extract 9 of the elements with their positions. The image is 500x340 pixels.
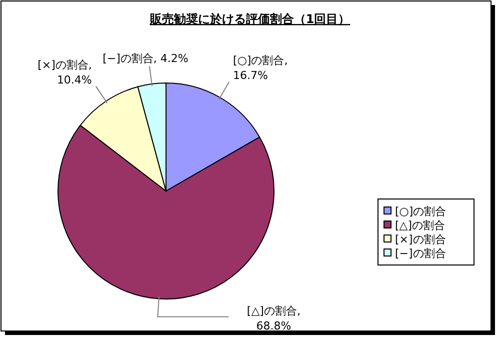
legend-label: [△]の割合 bbox=[395, 219, 446, 232]
data-label: [×]の割合, 10.4% bbox=[38, 58, 92, 86]
legend-label: [○]の割合 bbox=[395, 205, 446, 218]
legend-label: [−]の割合 bbox=[395, 247, 446, 260]
legend-label: [×]の割合 bbox=[395, 233, 446, 246]
data-label: [△]の割合, 68.8% bbox=[246, 304, 300, 333]
chart-title: 販売勧奨に於ける評価割合（1回目） bbox=[148, 12, 350, 26]
data-label: [−]の割合, 4.2% bbox=[102, 52, 188, 66]
data-label: [○]の割合, 16.7% bbox=[233, 54, 288, 82]
